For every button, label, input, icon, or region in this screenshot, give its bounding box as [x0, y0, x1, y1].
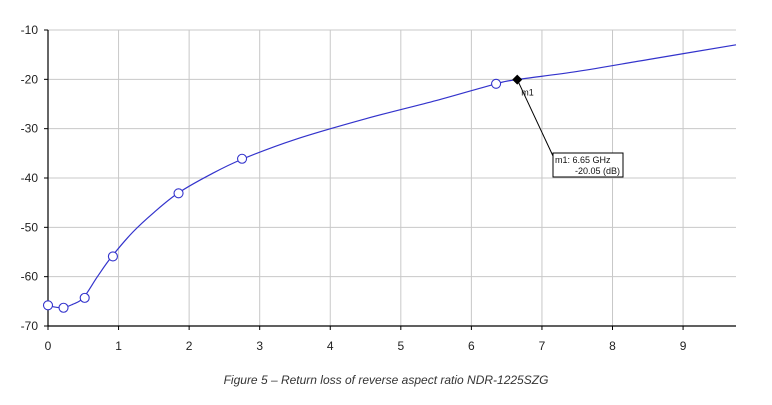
return-loss-chart: 0 1 2 3 4 5 6 7 8 9 -10 -20 -30 -40 -50 -60 -70 m1 m1: 6.… [21, 23, 737, 353]
data-point-marker [42, 300, 54, 311]
data-point-marker [173, 188, 184, 199]
x-tick-label: 3 [256, 339, 263, 353]
y-tick-label: -50 [21, 220, 39, 234]
x-tick-label: 6 [468, 339, 475, 353]
y-tick-label: -60 [21, 270, 39, 284]
x-tick-label: 0 [45, 339, 52, 353]
m1-leader-line [516, 79, 554, 157]
y-tick-label: -20 [21, 72, 39, 86]
y-tick-label: -10 [21, 23, 39, 37]
x-tick-label: 4 [327, 339, 334, 353]
m1-label: m1 [521, 88, 534, 98]
y-tick-label: -30 [21, 122, 39, 136]
x-tick-label: 1 [115, 339, 122, 353]
grid-lines [48, 29, 736, 326]
data-point-marker [107, 251, 118, 262]
axis-ticks: 0 1 2 3 4 5 6 7 8 9 -10 -20 -30 -40 -50 -60 -70 [21, 23, 687, 353]
y-tick-label: -70 [21, 319, 39, 333]
x-tick-label: 8 [609, 339, 616, 353]
data-point-marker [58, 302, 69, 313]
x-tick-label: 2 [186, 339, 193, 353]
figure-caption: Figure 5 – Return loss of reverse aspect… [223, 373, 549, 387]
data-point-marker [491, 78, 502, 89]
m1-readout-box [552, 152, 624, 178]
marker-group [42, 78, 502, 313]
m1-annotation: m1 m1: 6.65 GHz-20.05 (dB) [512, 74, 624, 178]
data-point-marker [237, 153, 248, 164]
y-tick-label: -40 [21, 171, 39, 185]
x-tick-label: 9 [680, 339, 687, 353]
m1-diamond-marker [512, 74, 523, 85]
x-tick-label: 5 [397, 339, 404, 353]
data-point-marker [79, 292, 90, 303]
x-tick-label: 7 [539, 339, 546, 353]
m1-readout-value: -20.05 (dB) [575, 166, 620, 176]
m1-readout-frequency: m1: 6.65 GHz [555, 155, 611, 165]
